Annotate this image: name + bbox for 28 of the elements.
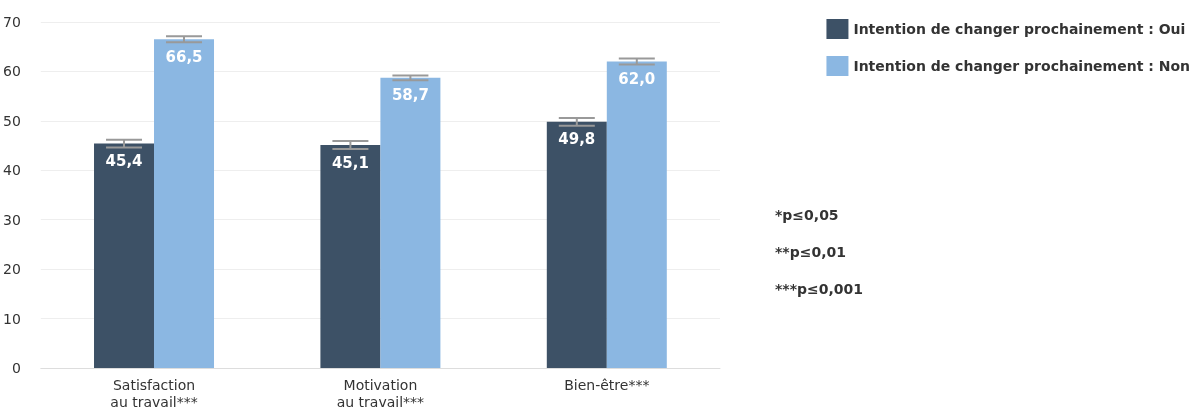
data-label: 66,5 (165, 47, 203, 66)
y-tick-label: 0 (11, 360, 21, 376)
data-label: 49,8 (558, 130, 596, 149)
text: *p≤0,05 (775, 207, 839, 223)
data-label: 62,0 (618, 70, 656, 89)
bar (606, 61, 667, 368)
text: ***p≤0,001 (775, 281, 863, 297)
y-tick-label: 30 (2, 211, 21, 228)
data-label: 58,7 (391, 86, 429, 105)
legend-label: Intention de changer prochainement : Oui (853, 21, 1186, 37)
data-label: 45,1 (331, 153, 369, 172)
legend-label: Intention de changer prochainement : Non (853, 58, 1191, 74)
y-tick-label: 70 (2, 14, 21, 30)
x-tick-label: Bien-être*** (564, 376, 650, 393)
data-label: 45,4 (105, 152, 143, 171)
y-tick-label: 20 (2, 261, 21, 278)
bar (546, 121, 607, 368)
y-tick-label: 40 (2, 162, 21, 179)
y-tick-label: 60 (2, 63, 21, 80)
bar (154, 39, 215, 368)
text: **p≤0,01 (775, 244, 846, 260)
bar (380, 77, 441, 368)
y-tick-label: 50 (2, 112, 21, 129)
bar (94, 143, 155, 368)
x-tick-label: Motivation au travail*** (336, 376, 425, 410)
bar (320, 145, 381, 368)
x-tick-label: Satisfaction au travail*** (110, 376, 198, 410)
y-tick-label: 10 (2, 310, 21, 327)
